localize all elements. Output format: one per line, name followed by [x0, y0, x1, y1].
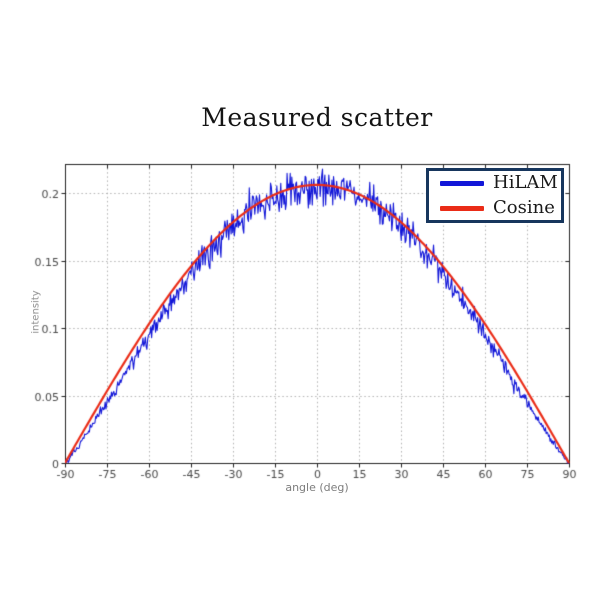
legend-box: HiLAM Cosine	[426, 168, 564, 223]
legend-row-hilam: HiLAM	[440, 172, 561, 195]
legend-row-cosine: Cosine	[440, 197, 561, 220]
x-axis-label: angle (deg)	[285, 481, 349, 494]
legend-label-cosine: Cosine	[493, 197, 555, 218]
y-axis-label: intensity	[30, 290, 42, 334]
hilam-line-swatch-icon	[440, 180, 484, 186]
legend-label-hilam: HiLAM	[493, 172, 558, 193]
cosine-line-swatch-icon	[440, 205, 484, 211]
